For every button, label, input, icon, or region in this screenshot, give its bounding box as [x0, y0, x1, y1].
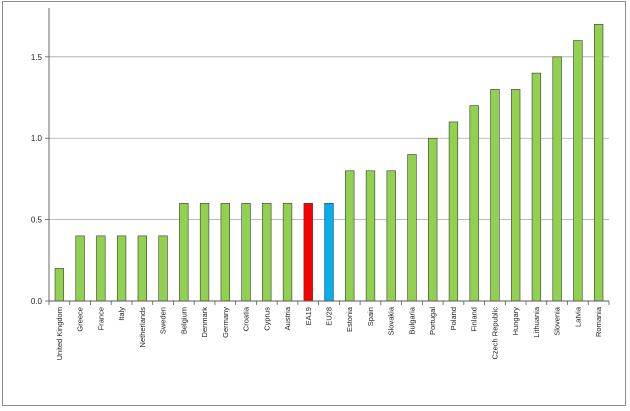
x-category-label: France — [96, 307, 105, 330]
bar-austria — [282, 203, 293, 302]
x-category-label: Latvia — [573, 306, 582, 327]
bar-germany — [220, 203, 230, 302]
y-tick-label: 1.5 — [31, 53, 43, 62]
x-category-label: EU28 — [325, 307, 334, 326]
x-category-label: Estonia — [345, 306, 354, 332]
bar-slovenia — [552, 56, 562, 302]
bar-croatia — [241, 203, 251, 302]
x-category-label: Slovenia — [553, 306, 562, 336]
bar-france — [96, 235, 106, 302]
x-category-label: Croatia — [242, 306, 251, 331]
bars — [54, 23, 604, 302]
bar-denmark — [199, 203, 210, 302]
x-category-label: Denmark — [200, 307, 209, 338]
x-category-label: Bulgaria — [407, 306, 416, 334]
bar-bulgaria — [407, 154, 417, 302]
bar-greece — [75, 235, 85, 302]
bar-portugal — [428, 137, 438, 302]
bar-latvia — [573, 40, 583, 302]
y-tick-label: 0.0 — [31, 297, 43, 306]
x-category-label: EA19 — [304, 307, 313, 325]
x-category-label: Belgium — [179, 307, 188, 334]
x-category-label: Poland — [449, 307, 458, 330]
y-tick-label: 0.5 — [31, 216, 43, 225]
x-axis-labels: United Kingdom Greece France Italy Netherlan… — [55, 306, 603, 360]
chart-frame — [2, 1, 626, 406]
bar-poland — [448, 121, 459, 302]
y-axis-ticks: 0.0 0.5 1.0 1.5 — [31, 53, 49, 306]
x-category-label: Spain — [366, 307, 375, 326]
x-category-label: Romania — [594, 306, 603, 337]
x-category-label: Germany — [221, 307, 230, 338]
bar-cyprus — [262, 203, 272, 302]
x-category-label: Finland — [470, 307, 479, 332]
bar-netherlands — [137, 235, 147, 302]
bar-estonia — [345, 170, 355, 302]
x-category-label: Lithuania — [532, 306, 541, 337]
x-category-label: Czech Republic — [490, 307, 499, 360]
x-category-label: Cyprus — [262, 307, 271, 331]
bar-united-kingdom — [54, 268, 65, 302]
bar-ea19 — [303, 203, 313, 302]
y-tick-label: 1.0 — [31, 134, 43, 143]
x-category-label: Italy — [117, 307, 126, 321]
bar-hungary — [511, 89, 521, 302]
x-category-label: United Kingdom — [55, 307, 64, 360]
bar-lithuania — [531, 72, 542, 302]
x-category-label: Slovakia — [387, 306, 396, 335]
x-category-label: Netherlands — [138, 307, 147, 348]
bar-belgium — [179, 203, 189, 302]
bar-eu28 — [324, 203, 334, 302]
x-category-label: Portugal — [428, 307, 437, 335]
bar-finland — [469, 105, 479, 302]
bar-slovakia — [386, 170, 396, 302]
gridlines — [49, 56, 609, 221]
bar-romania — [593, 23, 604, 302]
axes — [48, 8, 610, 305]
x-category-label: Hungary — [511, 307, 520, 336]
bar-spain — [365, 170, 376, 302]
bar-czech-republic — [490, 89, 500, 302]
x-category-label: Austria — [283, 306, 292, 330]
x-category-label: Greece — [76, 307, 85, 332]
bar-italy — [116, 235, 127, 302]
bar-sweden — [158, 235, 168, 302]
x-category-label: Sweden — [159, 307, 168, 334]
